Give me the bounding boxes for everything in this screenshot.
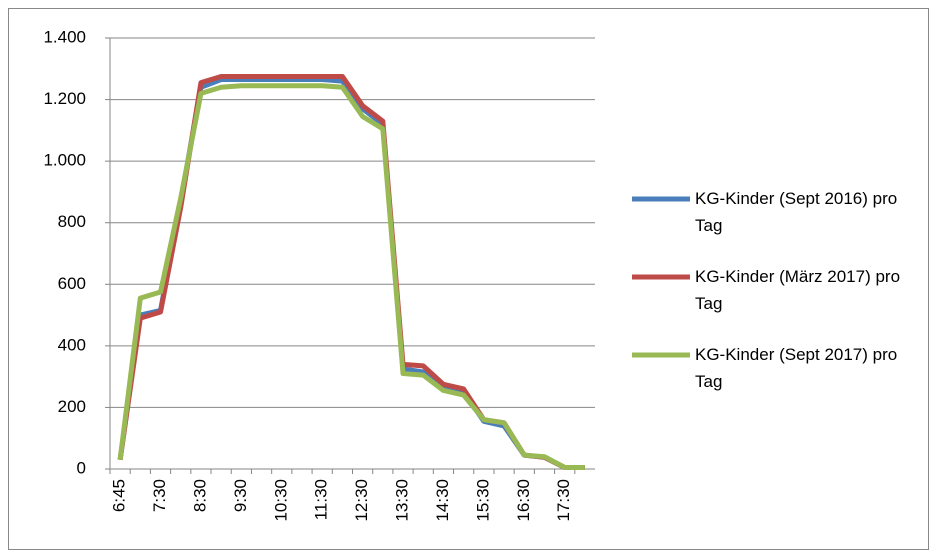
legend-label: KG-Kinder (März 2017) pro Tag (695, 267, 901, 313)
x-tick-label: 15:30 (473, 479, 492, 522)
legend-label: KG-Kinder (Sept 2016) pro Tag (695, 189, 898, 235)
y-tick-label: 200 (58, 397, 86, 416)
y-tick-label: 1.200 (43, 89, 86, 108)
y-tick-label: 0 (77, 458, 86, 477)
x-tick-label: 8:30 (190, 479, 209, 512)
y-tick-label: 800 (58, 212, 86, 231)
x-tick-label: 16:30 (514, 479, 533, 522)
x-tick-label: 14:30 (433, 479, 452, 522)
y-tick-label: 600 (58, 274, 86, 293)
y-tick-label: 400 (58, 335, 86, 354)
x-tick-label: 12:30 (352, 479, 371, 522)
y-tick-label: 1.000 (43, 151, 86, 170)
x-tick-label: 9:30 (231, 479, 250, 512)
legend-label: KG-Kinder (Sept 2017) pro Tag (695, 345, 898, 391)
x-tick-label: 13:30 (393, 479, 412, 522)
x-tick-label: 11:30 (312, 479, 331, 520)
x-tick-label: 7:30 (150, 479, 169, 512)
x-tick-label: 10:30 (271, 479, 290, 522)
y-tick-label: 1.400 (43, 27, 86, 46)
x-tick-label: 6:45 (110, 479, 129, 512)
x-tick-label: 17:30 (554, 479, 573, 522)
series-line (117, 83, 585, 470)
